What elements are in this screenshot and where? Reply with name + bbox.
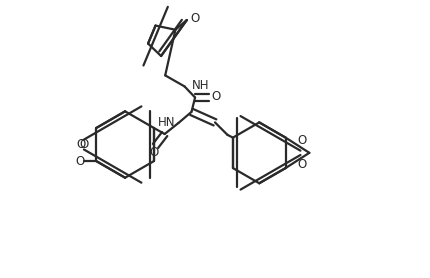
Text: O: O [190, 12, 200, 25]
Text: O: O [77, 138, 86, 151]
Text: O: O [297, 158, 306, 172]
Text: HN: HN [158, 116, 176, 129]
Text: NH: NH [192, 79, 210, 91]
Text: O: O [150, 145, 159, 158]
Text: O: O [80, 138, 89, 151]
Text: O: O [297, 134, 306, 147]
Text: O: O [211, 90, 221, 103]
Text: O: O [75, 155, 84, 168]
